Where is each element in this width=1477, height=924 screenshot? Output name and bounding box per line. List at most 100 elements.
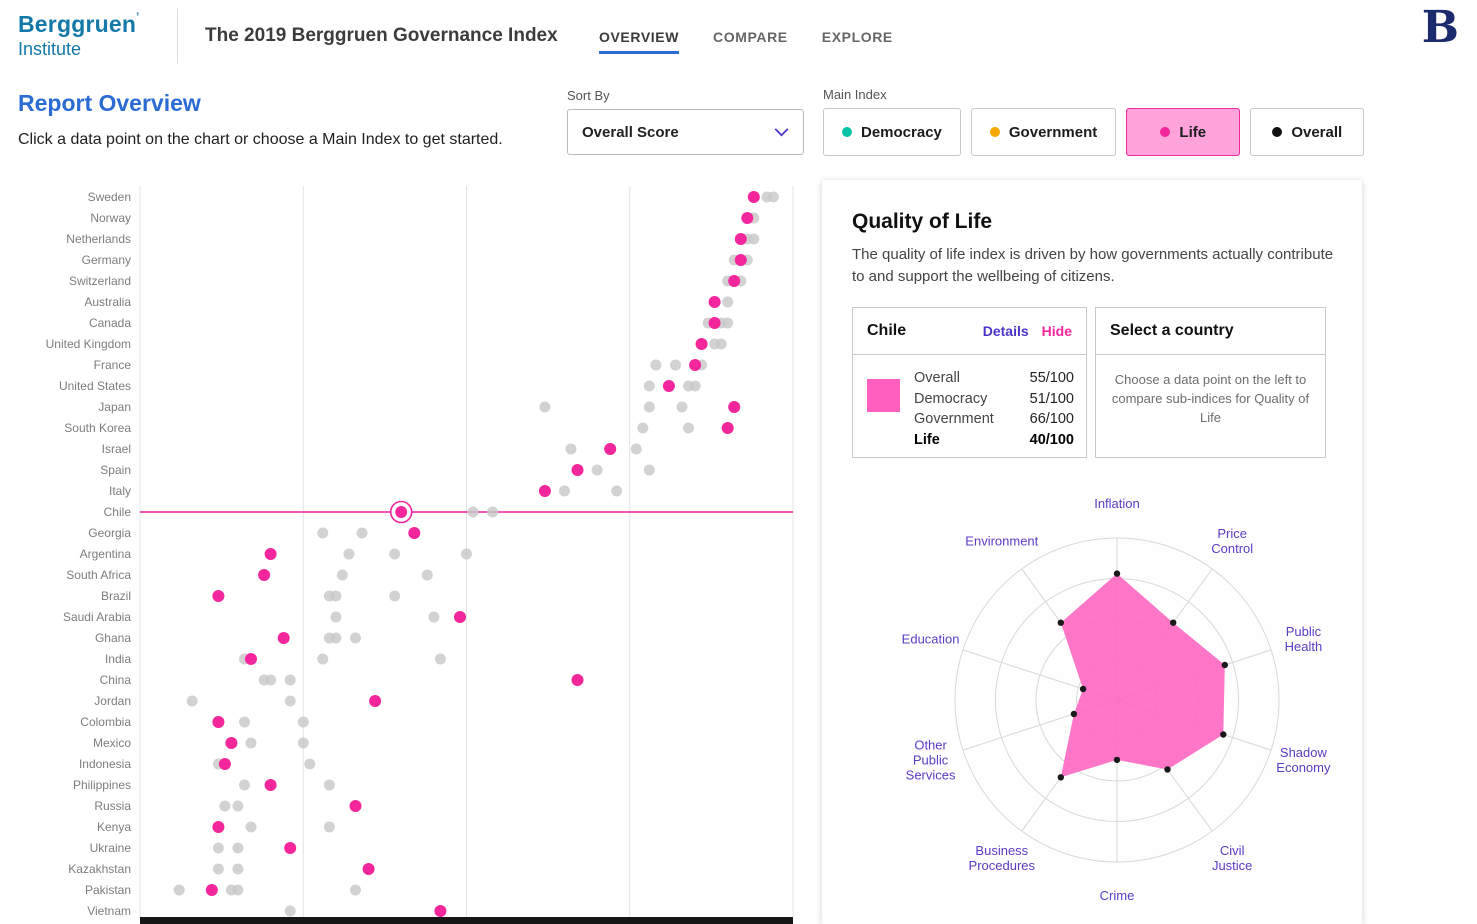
chart-dot-life[interactable]	[212, 590, 225, 602]
chart-dot-life[interactable]	[454, 611, 466, 623]
chart-dot-life[interactable]	[728, 275, 741, 287]
chart-dot-other-index[interactable]	[336, 569, 348, 581]
chart-dot-life[interactable]	[434, 905, 447, 917]
chart-dot-life[interactable]	[225, 737, 238, 749]
chart-dot-life[interactable]	[721, 422, 734, 434]
chart-dot-other-index[interactable]	[434, 653, 446, 665]
chart-dot-other-index[interactable]	[212, 863, 224, 875]
chart-dot-other-index[interactable]	[284, 674, 296, 686]
chart-dot-other-index[interactable]	[689, 380, 701, 392]
chart-dot-life[interactable]	[264, 548, 277, 560]
chart-dot-life[interactable]	[264, 779, 277, 791]
chart-dot-life[interactable]	[571, 464, 584, 476]
chart-dot-other-index[interactable]	[428, 611, 440, 623]
chart-dot-other-index[interactable]	[219, 800, 231, 812]
chart-dot-other-index[interactable]	[650, 359, 662, 371]
chart-dot-other-index[interactable]	[323, 779, 335, 791]
chart-dot-life[interactable]	[734, 233, 747, 245]
chart-dot-other-index[interactable]	[565, 443, 577, 455]
chart-dot-other-index[interactable]	[284, 905, 296, 917]
chart-dot-life[interactable]	[689, 359, 702, 371]
chart-dot-other-index[interactable]	[245, 737, 257, 749]
chart-dot-life[interactable]	[395, 506, 408, 518]
chart-dot-other-index[interactable]	[239, 779, 250, 791]
chart-dot-other-index[interactable]	[212, 842, 224, 854]
chart-dot-other-index[interactable]	[643, 401, 655, 413]
chart-dot-other-index[interactable]	[232, 884, 244, 896]
chart-dot-other-index[interactable]	[232, 863, 244, 875]
chart-dot-life[interactable]	[362, 863, 375, 875]
chart-dot-life[interactable]	[258, 569, 271, 581]
chart-dot-other-index[interactable]	[330, 611, 342, 623]
chart-dot-other-index[interactable]	[539, 401, 551, 413]
chart-dot-life[interactable]	[538, 485, 551, 497]
chart-dot-other-index[interactable]	[330, 590, 342, 602]
chart-dot-other-index[interactable]	[461, 548, 472, 560]
chart-dot-other-index[interactable]	[304, 758, 316, 770]
chart-dot-life[interactable]	[662, 380, 675, 392]
chart-dot-other-index[interactable]	[297, 716, 309, 728]
chart-dot-other-index[interactable]	[630, 443, 642, 455]
chart-dot-other-index[interactable]	[559, 485, 570, 497]
chart-dot-other-index[interactable]	[637, 422, 649, 434]
tab-explore[interactable]: EXPLORE	[821, 29, 893, 45]
chart-dot-life[interactable]	[369, 695, 382, 707]
chart-dot-life[interactable]	[728, 401, 741, 413]
chart-dot-other-index[interactable]	[350, 632, 361, 644]
tab-overview[interactable]: OVERVIEW	[599, 29, 680, 54]
chart-dot-other-index[interactable]	[265, 674, 277, 686]
chart-dot-other-index[interactable]	[330, 632, 342, 644]
chart-dot-other-index[interactable]	[487, 506, 499, 518]
chart-dot-life[interactable]	[747, 191, 760, 203]
chart-dot-other-index[interactable]	[389, 590, 401, 602]
chart-dot-life[interactable]	[408, 527, 421, 539]
chart-dot-life[interactable]	[218, 758, 231, 770]
chart-dot-other-index[interactable]	[173, 884, 185, 896]
index-button-government[interactable]: Government	[970, 108, 1117, 156]
chart-dot-other-index[interactable]	[239, 716, 250, 728]
chart-dot-other-index[interactable]	[467, 506, 479, 518]
chart-dot-other-index[interactable]	[245, 821, 257, 833]
chart-dot-life[interactable]	[245, 653, 257, 665]
index-button-overall[interactable]: Overall	[1250, 108, 1365, 156]
chart-dot-other-index[interactable]	[323, 821, 335, 833]
chart-dot-other-index[interactable]	[748, 233, 760, 245]
chart-dot-life[interactable]	[695, 338, 708, 350]
chart-dot-other-index[interactable]	[591, 464, 603, 476]
berggruen-b-logo[interactable]: B	[1421, 2, 1459, 53]
chart-dot-other-index[interactable]	[676, 401, 688, 413]
chart-dot-other-index[interactable]	[715, 338, 727, 350]
chart-dot-other-index[interactable]	[722, 296, 734, 308]
details-link[interactable]: Details	[982, 323, 1029, 339]
chart-dot-other-index[interactable]	[317, 653, 329, 665]
index-button-democracy[interactable]: Democracy	[823, 108, 961, 156]
chart-dot-life[interactable]	[604, 443, 617, 455]
chart-dot-other-index[interactable]	[343, 548, 355, 560]
chart-dot-other-index[interactable]	[350, 884, 361, 896]
chart-dot-other-index[interactable]	[670, 359, 681, 371]
sort-by-select[interactable]: Overall Score	[567, 109, 804, 155]
chart-dot-other-index[interactable]	[421, 569, 433, 581]
chart-dot-other-index[interactable]	[232, 842, 244, 854]
chart-dot-other-index[interactable]	[722, 317, 734, 329]
hide-link[interactable]: Hide	[1041, 323, 1072, 339]
chart-dot-life[interactable]	[741, 212, 754, 224]
chart-dot-life[interactable]	[708, 317, 721, 329]
berggruen-institute-logo[interactable]: Berggruen’ Institute	[18, 11, 139, 60]
chart-dot-life[interactable]	[205, 884, 218, 896]
chart-dot-other-index[interactable]	[284, 695, 296, 707]
chart-dot-other-index[interactable]	[643, 464, 655, 476]
chart-dot-other-index[interactable]	[356, 527, 368, 539]
chart-dot-other-index[interactable]	[317, 527, 329, 539]
chart-dot-life[interactable]	[734, 254, 747, 266]
chart-dot-life[interactable]	[349, 800, 362, 812]
chart-dot-other-index[interactable]	[297, 737, 309, 749]
index-button-life[interactable]: Life	[1126, 108, 1241, 156]
chart-dot-other-index[interactable]	[611, 485, 623, 497]
chart-dot-life[interactable]	[708, 296, 721, 308]
chart-dot-life[interactable]	[212, 821, 225, 833]
chart-dot-life[interactable]	[212, 716, 225, 728]
chart-dot-other-index[interactable]	[683, 422, 694, 434]
chart-dot-life[interactable]	[284, 842, 297, 854]
chart-dot-other-index[interactable]	[389, 548, 401, 560]
